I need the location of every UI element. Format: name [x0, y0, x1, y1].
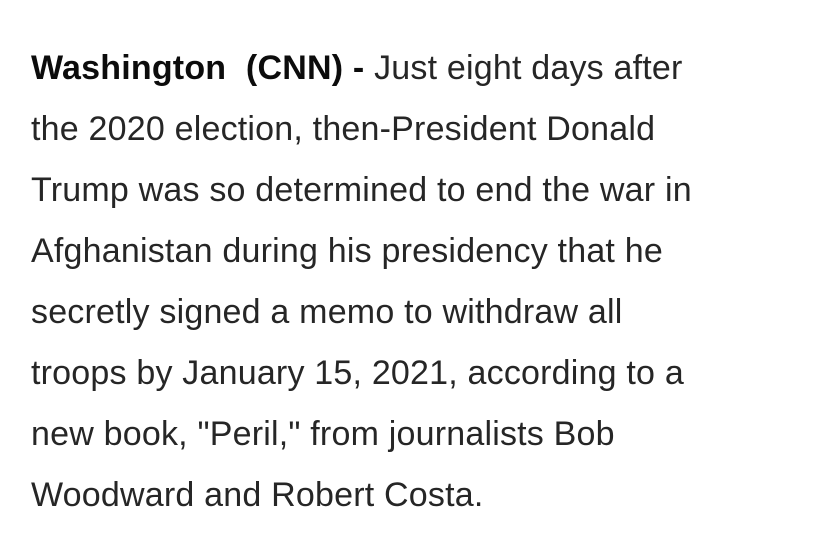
article-line-1: Washington (CNN) - Just eight days after [31, 38, 811, 99]
dateline-source: (CNN) [245, 49, 344, 87]
article-line-8: Woodward and Robert Costa. [31, 476, 484, 514]
dateline: Washington (CNN) - [31, 49, 364, 87]
article-line-7: new book, "Peril," from journalists Bob [31, 415, 615, 453]
article-line-4: Afghanistan during his presidency that h… [31, 232, 663, 270]
article-line-3: Trump was so determined to end the war i… [31, 171, 692, 209]
article-paragraph: Washington (CNN) - Just eight days after… [31, 38, 811, 526]
article-line-2: the 2020 election, then-President Donald [31, 110, 656, 148]
article-text: Just eight days after [374, 49, 683, 87]
article-line-6: troops by January 15, 2021, according to… [31, 354, 684, 392]
dateline-separator: - [352, 49, 365, 87]
article-line-5: secretly signed a memo to withdraw all [31, 293, 623, 331]
dateline-location: Washington [31, 49, 227, 87]
